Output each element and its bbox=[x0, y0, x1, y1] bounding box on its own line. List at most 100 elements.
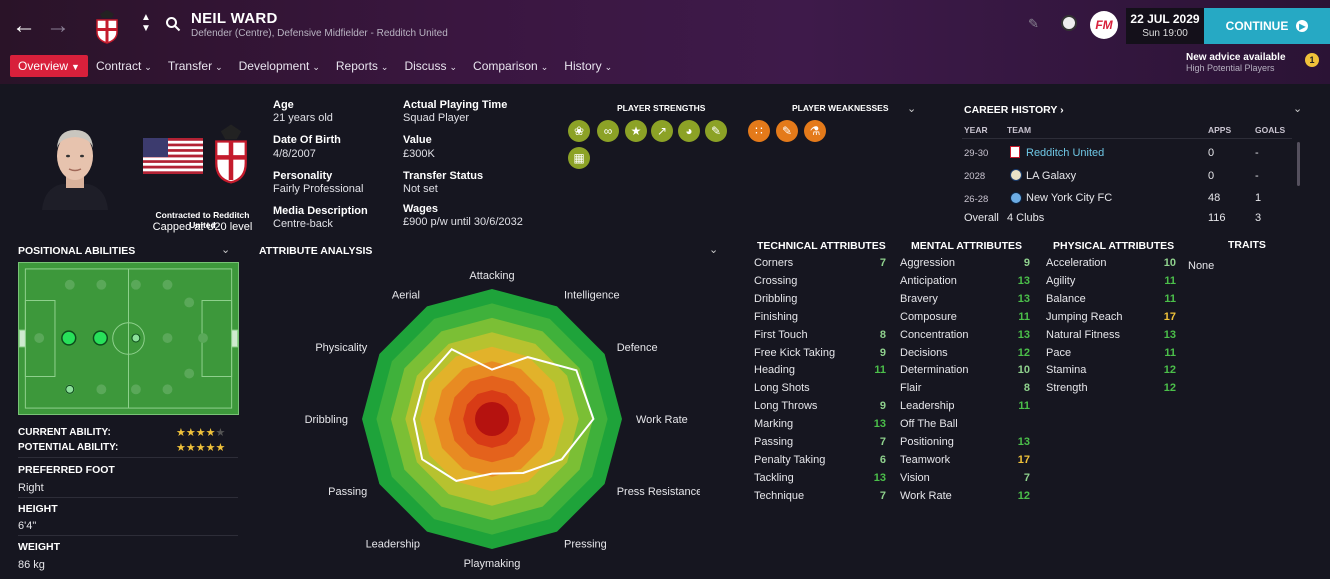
attribute-row[interactable]: Crossing bbox=[754, 275, 886, 293]
strength-star-icon[interactable]: ★ bbox=[625, 120, 647, 142]
attribute-row[interactable]: Long Shots bbox=[754, 382, 886, 400]
attribute-row[interactable]: Teamwork 17 bbox=[900, 454, 1030, 472]
career-scrollbar[interactable] bbox=[1297, 142, 1300, 186]
attribute-analysis-title: ATTRIBUTE ANALYSIS bbox=[259, 245, 373, 257]
attribute-row[interactable]: Anticipation 13 bbox=[900, 275, 1030, 293]
attribute-value: 11 bbox=[1164, 292, 1176, 305]
attribute-name: Pace bbox=[1046, 346, 1072, 359]
attribute-row[interactable]: Natural Fitness 13 bbox=[1046, 329, 1176, 347]
attribute-row[interactable]: Strength 12 bbox=[1046, 382, 1176, 400]
career-chevron-icon[interactable]: ⌄ bbox=[1293, 103, 1303, 115]
forward-arrow-icon[interactable]: → bbox=[46, 12, 70, 39]
tab-discuss[interactable]: Discuss ⌄ bbox=[404, 59, 458, 73]
positional-chevron-icon[interactable]: ⌄ bbox=[221, 244, 231, 256]
attribute-row[interactable]: Technique 7 bbox=[754, 490, 886, 508]
strength-head-icon[interactable]: ◕ bbox=[678, 120, 700, 142]
attribute-row[interactable]: First Touch 8 bbox=[754, 329, 886, 347]
pitch-diagram bbox=[18, 262, 239, 415]
tab-transfer[interactable]: Transfer ⌄ bbox=[167, 59, 223, 73]
weakness-doc-icon[interactable]: ✎ bbox=[776, 120, 798, 142]
attribute-row[interactable]: Flair 8 bbox=[900, 382, 1030, 400]
strength-boot-icon[interactable]: ✎ bbox=[705, 120, 727, 142]
attribute-row[interactable]: Pace 11 bbox=[1046, 347, 1176, 365]
attribute-row[interactable]: Long Throws 9 bbox=[754, 400, 886, 418]
attribute-name: Tackling bbox=[754, 471, 794, 484]
attribute-row[interactable]: Penalty Taking 6 bbox=[754, 454, 886, 472]
attribute-row[interactable]: Balance 11 bbox=[1046, 293, 1176, 311]
attribute-value: 7 bbox=[879, 436, 886, 448]
attribute-row[interactable]: Dribbling bbox=[754, 293, 886, 311]
career-team-link[interactable]: Redditch United bbox=[1026, 147, 1105, 159]
attribute-analysis-chevron-icon[interactable]: ⌄ bbox=[709, 244, 719, 256]
attribute-row[interactable]: Free Kick Taking 9 bbox=[754, 347, 886, 365]
edit-pencil-icon[interactable]: ✎ bbox=[1028, 16, 1039, 31]
advice-notification[interactable]: New advice available High Potential Play… bbox=[1186, 52, 1286, 73]
player-attribute-shape bbox=[412, 347, 595, 482]
attribute-row[interactable]: Marking 13 bbox=[754, 418, 886, 436]
positional-title: POSITIONAL ABILITIES bbox=[18, 245, 136, 257]
tab-overview[interactable]: Overview ▼ bbox=[10, 55, 88, 77]
attribute-row[interactable]: Agility 11 bbox=[1046, 275, 1176, 293]
tab-contract[interactable]: Contract ⌄ bbox=[95, 59, 152, 73]
attribute-row[interactable]: Passing 7 bbox=[754, 436, 886, 454]
attribute-row[interactable]: Jumping Reach 17 bbox=[1046, 311, 1176, 329]
continue-button[interactable]: CONTINUE ▶ bbox=[1204, 8, 1330, 44]
attribute-row[interactable]: Acceleration 10 bbox=[1046, 257, 1176, 275]
back-arrow-icon[interactable]: ← bbox=[12, 12, 36, 39]
wages-value: £900 p/w until 30/6/2032 bbox=[403, 216, 523, 228]
attribute-row[interactable]: Stamina 12 bbox=[1046, 364, 1176, 382]
attribute-row[interactable]: Positioning 13 bbox=[900, 436, 1030, 454]
attribute-value: 7 bbox=[879, 489, 886, 502]
attribute-row[interactable]: Aggression 9 bbox=[900, 257, 1030, 275]
technical-title: TECHNICAL ATTRIBUTES bbox=[757, 240, 886, 252]
current-ability-stars: ★★★★★ bbox=[176, 427, 226, 439]
weight-value: 86 kg bbox=[18, 559, 45, 571]
attribute-row[interactable]: Heading 11 bbox=[754, 364, 886, 382]
player-switch-chevrons[interactable]: ▲ ▼ bbox=[141, 12, 151, 34]
attribute-value: 10 bbox=[1017, 364, 1030, 377]
attribute-row[interactable]: Composure 11 bbox=[900, 311, 1030, 329]
attribute-value: 11 bbox=[1018, 400, 1030, 413]
attribute-name: Marking bbox=[754, 418, 794, 431]
attribute-row[interactable]: Finishing bbox=[754, 311, 886, 329]
football-icon[interactable] bbox=[1061, 15, 1077, 31]
search-icon[interactable] bbox=[165, 16, 181, 32]
traits-title: TRAITS bbox=[1228, 239, 1266, 251]
mental-title: MENTAL ATTRIBUTES bbox=[911, 240, 1023, 252]
weakness-dots-icon[interactable]: ∷ bbox=[748, 120, 770, 142]
tab-comparison[interactable]: Comparison ⌄ bbox=[473, 59, 549, 73]
dob-value: 4/8/2007 bbox=[273, 148, 316, 160]
attribute-name: Off The Ball bbox=[900, 418, 958, 431]
attribute-name: Long Throws bbox=[754, 400, 818, 413]
attribute-row[interactable]: Vision 7 bbox=[900, 472, 1030, 490]
play-icon: ▶ bbox=[1296, 20, 1309, 32]
tab-history[interactable]: History ⌄ bbox=[564, 59, 613, 73]
career-history-title[interactable]: CAREER HISTORY › bbox=[964, 104, 1064, 116]
strength-teamwork-icon[interactable]: ❀ bbox=[568, 120, 590, 142]
attribute-name: Passing bbox=[754, 436, 794, 448]
weakness-flask-icon[interactable]: ⚗ bbox=[804, 120, 826, 142]
attribute-row[interactable]: Off The Ball bbox=[900, 418, 1030, 436]
strength-link-icon[interactable]: ∞ bbox=[597, 120, 619, 142]
radar-axis-label: Leadership bbox=[366, 539, 420, 551]
game-date: 22 JUL 2029 Sun 19:00 bbox=[1126, 8, 1204, 44]
radar-axis-label: Pressing bbox=[564, 539, 607, 551]
attribute-row[interactable]: Bravery 13 bbox=[900, 293, 1030, 311]
attribute-row[interactable]: Tackling 13 bbox=[754, 472, 886, 490]
fm-logo-icon[interactable]: FM bbox=[1090, 11, 1118, 39]
attribute-row[interactable]: Decisions 12 bbox=[900, 347, 1030, 365]
attribute-row[interactable]: Concentration 13 bbox=[900, 329, 1030, 347]
tab-reports[interactable]: Reports ⌄ bbox=[335, 59, 389, 73]
strengths-chevron-icon[interactable]: ⌄ bbox=[907, 103, 917, 115]
contracted-to-text: Contracted to Redditch United bbox=[155, 210, 250, 230]
strength-shield-icon[interactable]: ▦ bbox=[568, 147, 590, 169]
strength-trend-icon[interactable]: ↗ bbox=[651, 120, 673, 142]
attribute-row[interactable]: Corners 7 bbox=[754, 257, 886, 275]
attribute-row[interactable]: Work Rate 12 bbox=[900, 490, 1030, 508]
tab-development[interactable]: Development ⌄ bbox=[238, 59, 320, 73]
attribute-row[interactable]: Leadership 11 bbox=[900, 400, 1030, 418]
attribute-row[interactable]: Determination 10 bbox=[900, 364, 1030, 382]
attribute-name: Work Rate bbox=[900, 489, 952, 502]
attribute-name: Vision bbox=[900, 471, 930, 484]
career-col-apps: APPS bbox=[1208, 125, 1232, 135]
